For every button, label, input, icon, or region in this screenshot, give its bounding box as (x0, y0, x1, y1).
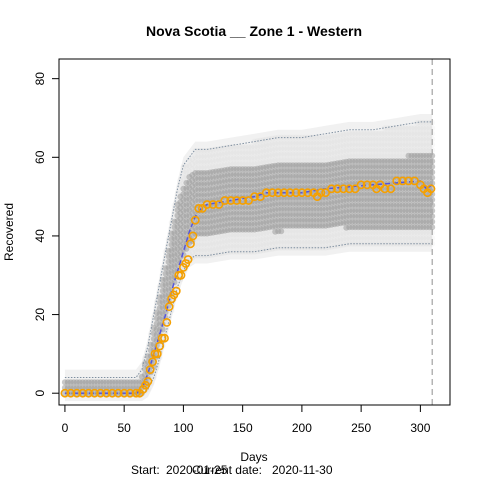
current-date-label: Current date: (192, 463, 262, 477)
x-tick-label: 50 (117, 421, 131, 435)
start-label: Start: (131, 463, 160, 477)
y-tick-label: 0 (33, 390, 47, 397)
x-tick-label: 300 (410, 421, 430, 435)
y-tick-label: 80 (33, 72, 47, 86)
x-tick-label: 250 (351, 421, 371, 435)
footer: Start: 2020-01-25 Current date: 2020-11-… (131, 463, 333, 477)
x-tick-label: 150 (233, 421, 253, 435)
x-axis: 0 50 100 150 200 250 300 (62, 405, 431, 435)
current-date: 2020-11-30 (272, 463, 333, 477)
chart-title: Nova Scotia __ Zone 1 - Western (146, 23, 362, 39)
x-tick-label: 0 (62, 421, 69, 435)
y-axis: 0 20 40 60 80 (33, 72, 59, 397)
x-tick-label: 100 (173, 421, 193, 435)
x-axis-label: Days (240, 450, 267, 464)
x-tick-label: 200 (292, 421, 312, 435)
y-axis-label: Recovered (2, 203, 16, 261)
plot-area (61, 59, 435, 405)
y-tick-label: 40 (33, 229, 47, 243)
y-tick-label: 20 (33, 308, 47, 322)
y-tick-label: 60 (33, 150, 47, 164)
